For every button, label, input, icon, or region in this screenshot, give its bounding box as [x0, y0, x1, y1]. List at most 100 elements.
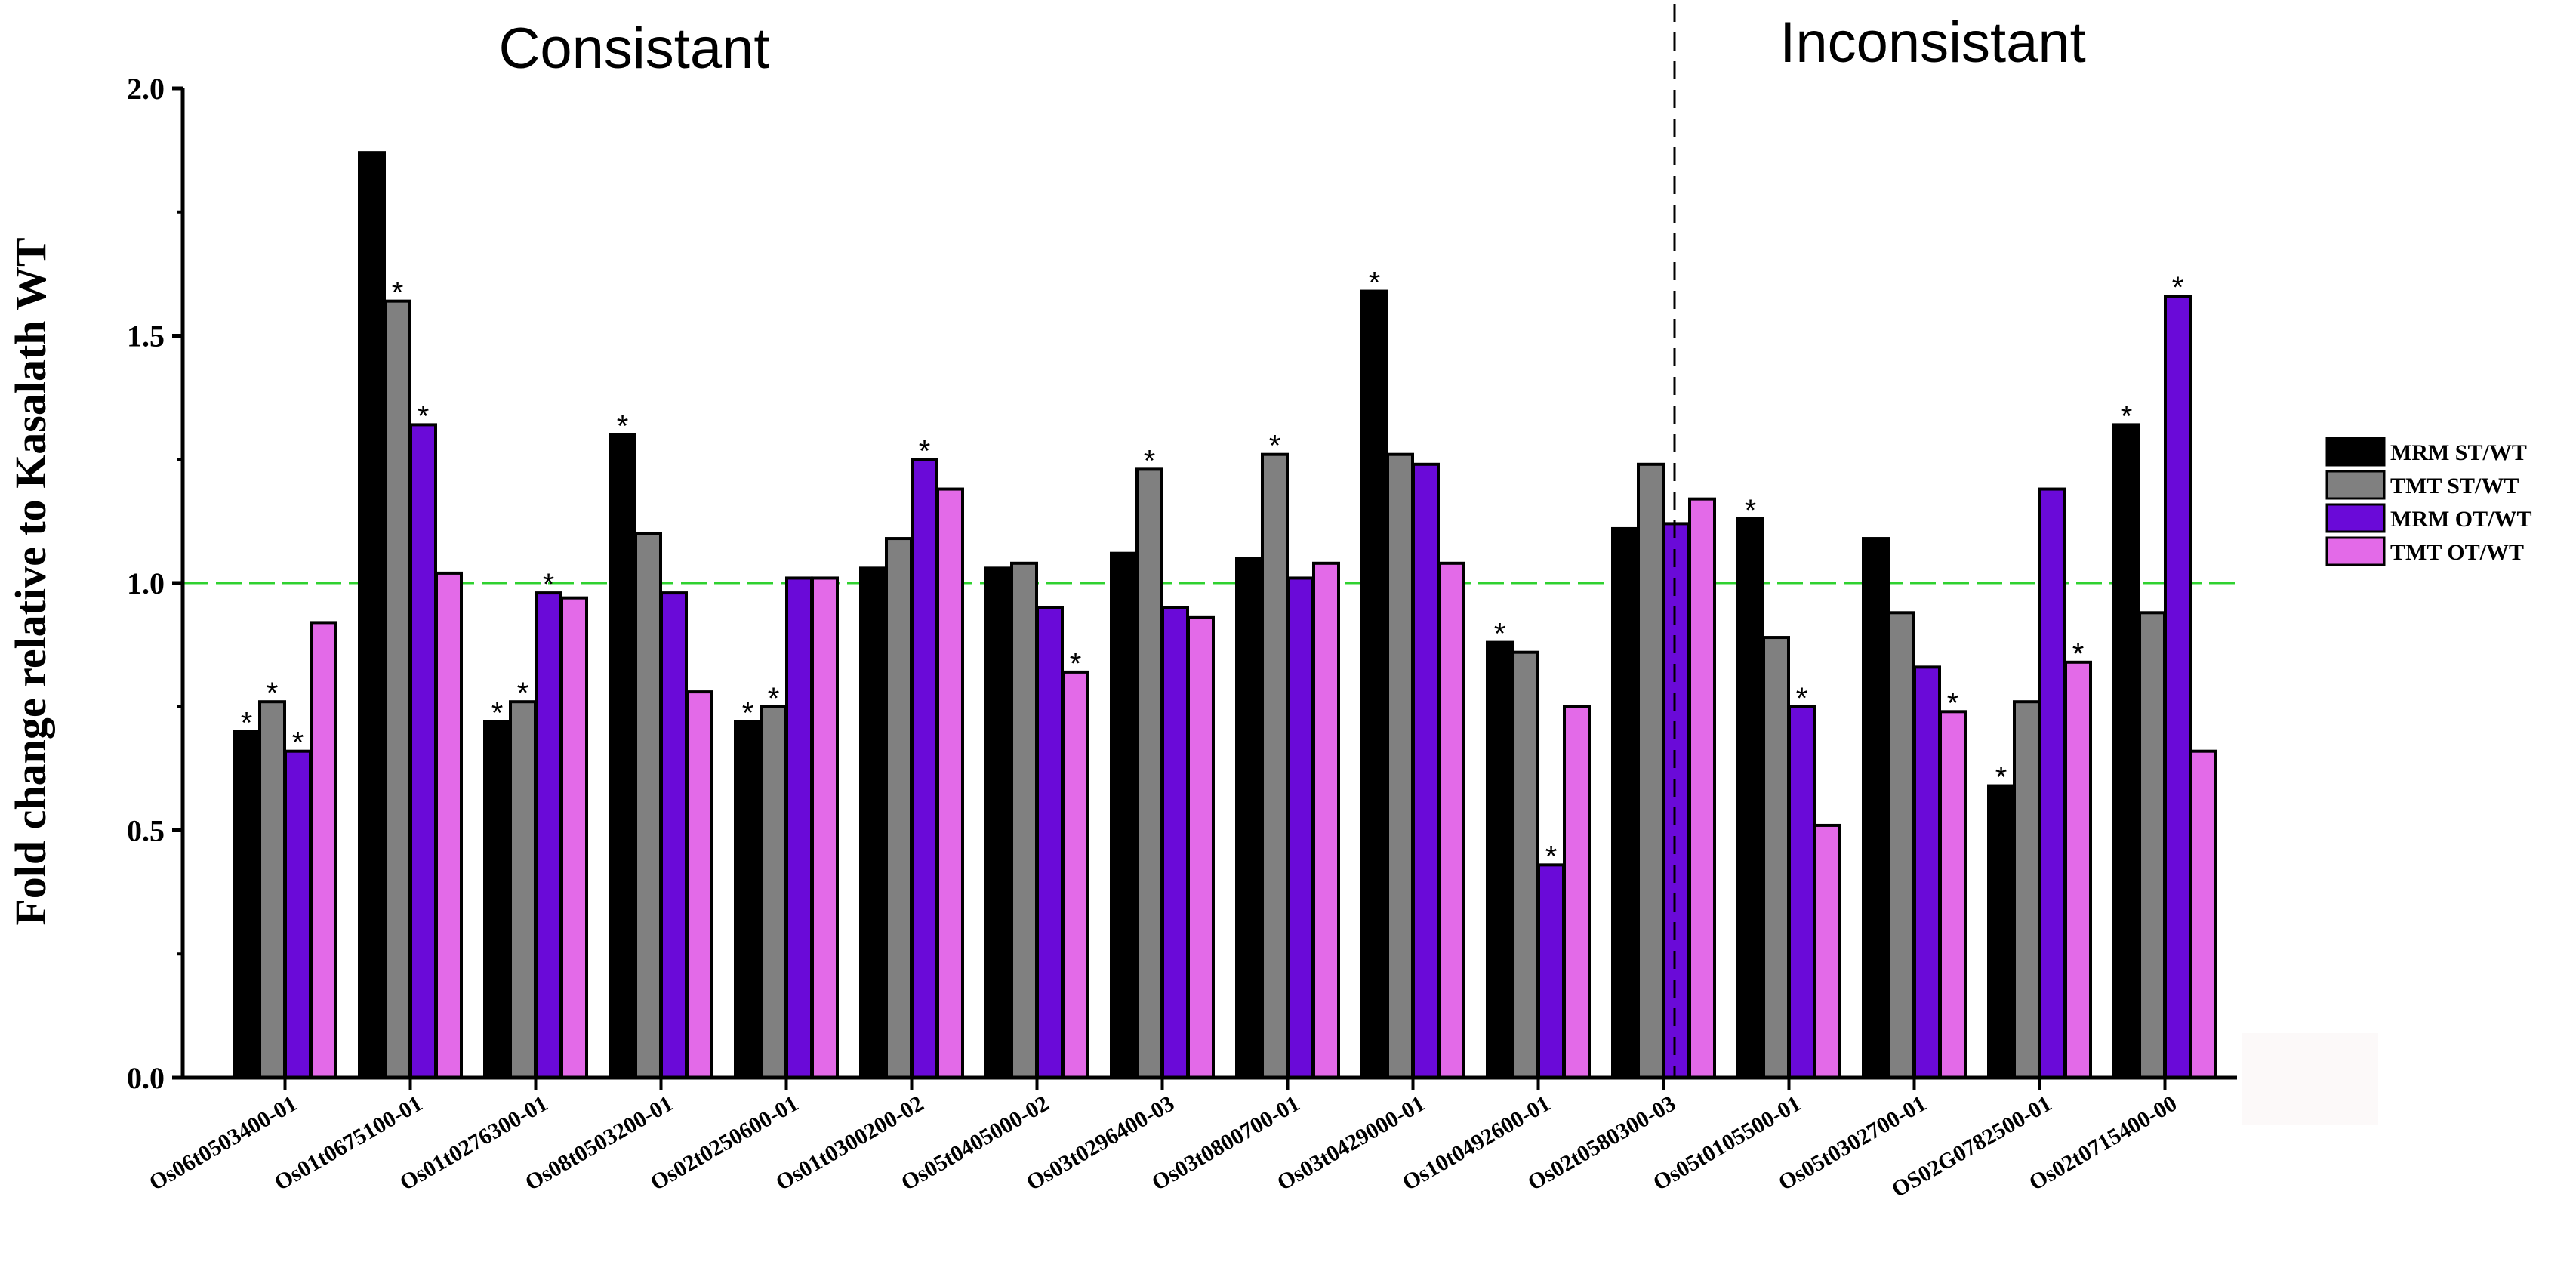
significance-star: * — [919, 434, 931, 467]
y-tick-label: 0.5 — [127, 814, 165, 848]
title-inconsistant: Inconsistant — [1779, 11, 2086, 75]
bar — [734, 720, 762, 1080]
significance-star: * — [491, 696, 504, 730]
legend-swatch — [2325, 503, 2386, 533]
significance-star: * — [1796, 682, 1808, 715]
bar — [1887, 611, 1915, 1079]
y-tick-label: 1.0 — [127, 566, 165, 600]
bar — [1110, 551, 1138, 1079]
bar — [1987, 784, 2015, 1080]
ticks-layer: 0.0 0.5 1.0 1.5 2.0 — [127, 72, 2167, 1095]
bar — [885, 537, 913, 1079]
bar — [760, 705, 787, 1079]
legend-label: TMT ST/WT — [2390, 474, 2519, 498]
significance-star: * — [267, 677, 279, 710]
bar — [384, 299, 411, 1079]
bar — [634, 532, 662, 1079]
bar — [1736, 517, 1764, 1079]
significance-star: * — [1269, 430, 1281, 463]
bar — [1036, 606, 1064, 1079]
bar — [258, 700, 286, 1079]
bar — [2064, 660, 2092, 1079]
significance-star: * — [2121, 400, 2133, 433]
bar — [2112, 423, 2140, 1079]
significance-star: * — [1745, 494, 1757, 527]
significance-star: * — [1144, 444, 1156, 477]
bar — [1611, 526, 1639, 1079]
bar — [1813, 823, 1841, 1079]
bar — [1939, 710, 1967, 1079]
significance-star: * — [2072, 637, 2085, 671]
bars-layer: * * * * * * * * * * * * * * * * * * * * * * * * * — [233, 151, 2217, 1080]
significance-star: * — [517, 677, 529, 710]
legend-label: TMT OT/WT — [2390, 540, 2524, 565]
bar — [1762, 636, 1790, 1079]
significance-star: * — [768, 682, 780, 715]
y-tick-label: 0.0 — [127, 1061, 165, 1095]
bar — [358, 151, 386, 1079]
bar — [1437, 561, 1465, 1079]
bar — [2038, 487, 2066, 1079]
bar — [1637, 462, 1665, 1079]
bar — [1010, 561, 1038, 1079]
bar — [1161, 606, 1189, 1079]
bar — [1412, 462, 1440, 1079]
significance-star: * — [418, 400, 430, 433]
legend-swatch — [2325, 470, 2386, 500]
bar — [284, 749, 312, 1079]
bar — [1537, 863, 1565, 1079]
bar — [409, 423, 437, 1079]
legend: MRM ST/WT TMT ST/WT MRM OT/WT TMT OT/WT — [2325, 437, 2532, 566]
bar — [2164, 295, 2192, 1080]
bar — [1286, 576, 1314, 1079]
bar — [911, 458, 938, 1079]
legend-swatch — [2325, 536, 2386, 566]
labels-layer: Os06t0503400-01Os01t0675100-01Os01t02763… — [145, 1091, 2181, 1202]
bar — [859, 566, 887, 1079]
bar — [560, 596, 588, 1079]
significance-star: * — [392, 276, 404, 310]
bar — [1662, 522, 1690, 1079]
bar — [1135, 467, 1163, 1079]
bar — [1386, 452, 1414, 1079]
significance-star: * — [1070, 647, 1082, 680]
significance-star: * — [2172, 271, 2184, 304]
bar — [1261, 452, 1289, 1079]
legend-label: MRM ST/WT — [2390, 440, 2527, 465]
bar — [310, 621, 337, 1079]
significance-star: * — [1995, 761, 2007, 794]
legend-swatch — [2325, 437, 2386, 467]
bar — [1062, 670, 1089, 1079]
significance-star: * — [1369, 267, 1381, 300]
bar — [936, 487, 964, 1079]
significance-star: * — [543, 568, 555, 601]
bar — [1486, 640, 1514, 1079]
y-axis-label: Fold change relative to Kasalath WT — [6, 237, 55, 925]
significance-star: * — [1947, 686, 1959, 720]
bar — [2013, 700, 2041, 1079]
bar — [483, 720, 511, 1080]
bar — [2138, 611, 2166, 1079]
bar — [1312, 561, 1340, 1079]
bar — [1862, 537, 1890, 1079]
bar — [509, 700, 537, 1079]
bar — [811, 576, 839, 1079]
significance-star: * — [1494, 618, 1506, 651]
significance-star: * — [241, 707, 253, 740]
bar — [609, 433, 636, 1079]
bar — [1360, 289, 1388, 1079]
significance-star: * — [292, 727, 304, 760]
significance-star: * — [1545, 840, 1558, 873]
bar — [1235, 557, 1263, 1079]
blank-panel — [2242, 1033, 2378, 1125]
significance-star: * — [742, 696, 754, 730]
bar — [1563, 705, 1591, 1079]
title-consistant: Consistant — [498, 17, 769, 81]
bar — [435, 571, 463, 1079]
bar — [535, 591, 562, 1079]
bar — [1187, 615, 1215, 1079]
bar — [1688, 497, 1716, 1079]
bar — [1511, 650, 1539, 1079]
